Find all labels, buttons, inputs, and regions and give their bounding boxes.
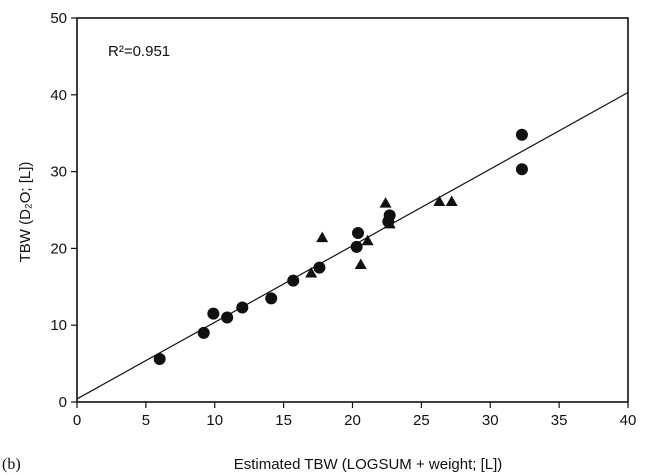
y-tick-label: 10 [50,317,67,334]
data-point-triangle [445,195,458,207]
data-point-circle [221,311,234,324]
data-point-triangle [383,217,396,229]
data-point-circle [153,352,166,365]
data-point-triangle [316,231,329,243]
regression-line [76,91,629,400]
x-tick-label: 10 [206,412,223,429]
points-layer [153,128,528,365]
data-point-circle [207,307,220,320]
panel-label: (b) [2,456,21,473]
y-tick-label: 20 [50,240,67,257]
data-point-triangle [433,195,446,207]
x-tick-label: 5 [142,412,150,429]
x-tick-label: 0 [73,412,81,429]
data-point-circle [265,292,278,305]
r-squared-annotation: R²=0.951 [108,43,170,60]
data-point-circle [515,163,528,176]
x-tick-label: 35 [551,412,568,429]
x-tick-label: 40 [620,412,637,429]
ticks-layer: 0 5 10 15 20 25 30 35 40 0 10 20 30 40 50 [50,10,636,429]
data-point-circle [350,240,363,253]
data-point-circle [352,227,365,240]
y-tick-label: 40 [50,87,67,104]
y-tick-label: 0 [59,394,67,411]
x-tick-label: 15 [275,412,292,429]
data-point-triangle [354,258,367,270]
data-point-triangle [379,197,392,208]
x-axis-title: Estimated TBW (LOGSUM + weight; [L]) [234,456,503,473]
plot-frame [76,17,629,403]
x-tick-label: 30 [482,412,499,429]
data-point-triangle [361,234,374,246]
y-axis-title: TBW (D₂O; [L]) [17,162,34,263]
y-tick-label: 30 [50,164,67,181]
y-tick-label: 50 [50,10,67,27]
x-tick-label: 20 [344,412,361,429]
x-tick-label: 25 [413,412,430,429]
data-point-triangle [305,266,318,278]
data-point-circle [313,261,326,274]
data-point-circle [515,128,528,141]
